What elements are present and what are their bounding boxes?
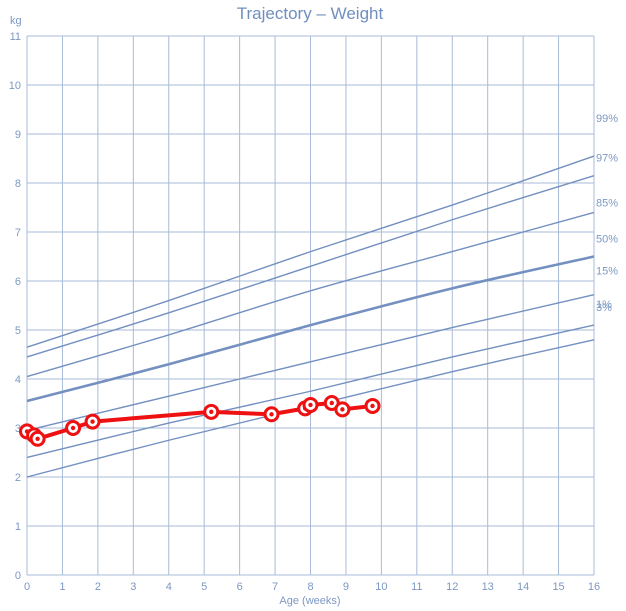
- x-tick-label: 6: [237, 581, 243, 593]
- percentile-curve-85pct: [26, 211, 595, 378]
- y-tick-label: 4: [15, 374, 21, 386]
- y-axis-unit-label: kg: [10, 15, 22, 27]
- percentile-curve-3pct: [26, 324, 595, 459]
- data-point[interactable]: [302, 396, 319, 413]
- y-tick-label: 0: [15, 570, 21, 582]
- x-tick-label: 11: [411, 581, 422, 593]
- x-tick-label: 1: [59, 581, 65, 593]
- x-tick-label: 10: [375, 581, 387, 593]
- percentile-label-99pct: 99%: [596, 113, 618, 125]
- data-point[interactable]: [84, 413, 101, 430]
- x-tick-label: 15: [552, 581, 564, 593]
- x-tick-label: 12: [446, 581, 458, 593]
- y-tick-label: 11: [10, 31, 21, 43]
- percentile-curve-97pct: [26, 174, 595, 358]
- x-tick-label: 9: [343, 581, 349, 593]
- x-tick-label: 13: [482, 581, 494, 593]
- data-point-dot: [329, 400, 334, 406]
- percentile-label-3pct: 3%: [596, 302, 612, 314]
- y-tick-label: 2: [15, 472, 21, 484]
- y-tick-label: 8: [15, 178, 21, 190]
- y-tick-label: 3: [15, 423, 21, 435]
- data-point-dot: [308, 402, 313, 408]
- percentile-curves: 99% 97% 85% 50% 15% 3%1%: [26, 113, 618, 478]
- percentile-label-50pct: 50%: [596, 234, 618, 246]
- data-point[interactable]: [29, 430, 46, 447]
- y-tick-label: 7: [15, 227, 21, 239]
- percentile-label-1pct: 1%: [596, 299, 612, 311]
- x-tick-label: 14: [517, 581, 529, 593]
- percentile-curve-50pct: [26, 255, 595, 403]
- data-point[interactable]: [65, 420, 82, 436]
- x-tick-label: 0: [24, 581, 30, 593]
- data-point-dot: [209, 409, 214, 415]
- percentile-curve-99pct: [26, 155, 595, 348]
- y-tick-label: 1: [15, 521, 21, 533]
- y-tick-label: 6: [15, 276, 21, 288]
- percentile-curve-15pct: [26, 294, 595, 432]
- percentile-label-85pct: 85%: [596, 197, 618, 209]
- x-tick-label: 2: [95, 581, 101, 593]
- percentile-label-15pct: 15%: [596, 266, 618, 278]
- data-point[interactable]: [203, 403, 220, 420]
- data-point[interactable]: [263, 406, 280, 423]
- x-tick-label: 5: [201, 581, 207, 593]
- x-tick-label: 4: [166, 581, 172, 593]
- grid-layer: [26, 35, 595, 576]
- x-axis-label: Age (weeks): [279, 595, 340, 607]
- x-tick-label: 16: [588, 581, 600, 593]
- data-point-dot: [269, 412, 274, 417]
- data-point-dot: [340, 407, 345, 412]
- percentile-label-97pct: 97%: [596, 153, 618, 165]
- y-tick-label: 5: [15, 325, 21, 337]
- patient-weight-series: [19, 395, 381, 447]
- data-point-dot: [90, 419, 95, 424]
- data-point[interactable]: [364, 397, 381, 414]
- data-point-dot: [70, 425, 76, 431]
- x-tick-label: 7: [272, 581, 278, 593]
- x-tick-label: 8: [307, 581, 313, 593]
- chart-title: Trajectory – Weight: [237, 4, 384, 23]
- y-tick-label: 10: [9, 80, 21, 92]
- data-point-dot: [370, 403, 375, 409]
- data-point-dot: [35, 436, 40, 441]
- y-tick-label: 9: [15, 129, 21, 141]
- data-point[interactable]: [334, 401, 351, 418]
- x-tick-label: 3: [130, 581, 136, 593]
